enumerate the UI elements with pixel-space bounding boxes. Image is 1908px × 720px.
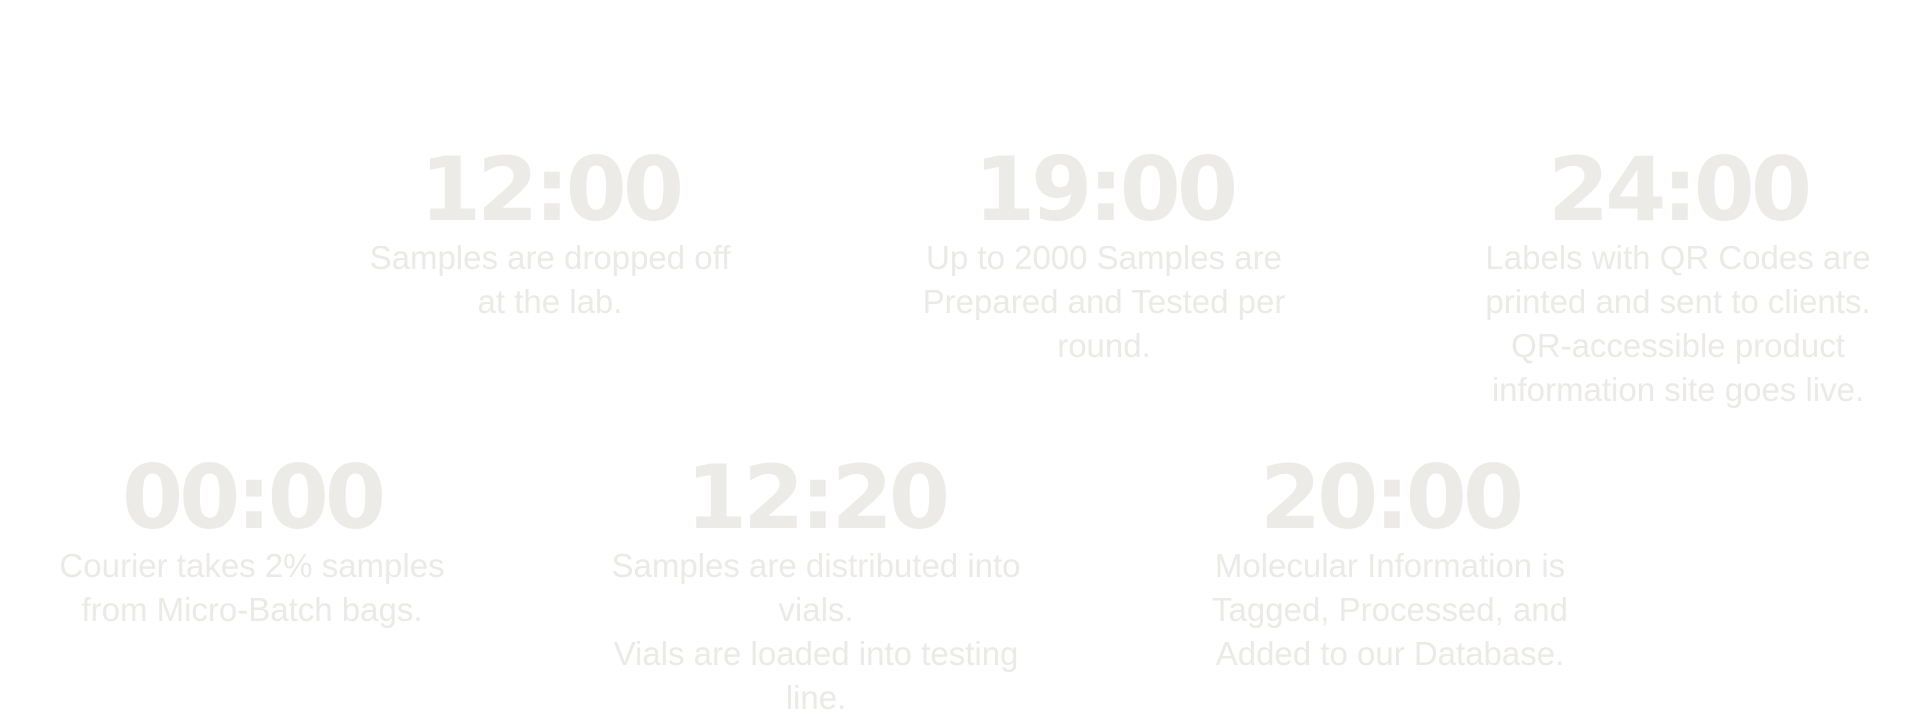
- step-description: Samples are dropped off at the lab.: [320, 236, 780, 324]
- step-description-line: Courier takes 2% samples: [59, 547, 445, 584]
- timeline-step-1900: 19:00 Up to 2000 Samples are Prepared an…: [874, 144, 1334, 368]
- step-description-line: Up to 2000 Samples are: [926, 239, 1282, 276]
- step-description: Molecular Information is Tagged, Process…: [1160, 544, 1620, 676]
- step-description-line: Molecular Information is: [1214, 547, 1566, 584]
- step-description-line: Samples are distributed into vials.: [611, 547, 1021, 628]
- step-time: 20:00: [1259, 446, 1524, 549]
- step-description: Samples are distributed into vials. Vial…: [586, 544, 1046, 720]
- step-description-line: Labels with QR Codes are: [1485, 239, 1871, 276]
- step-time: 00:00: [121, 446, 386, 549]
- timeline-step-1200: 12:00 Samples are dropped off at the lab…: [320, 144, 780, 324]
- step-time: 12:00: [419, 138, 684, 241]
- step-time: 19:00: [973, 138, 1238, 241]
- step-description-line: Tagged, Processed, and: [1212, 591, 1568, 628]
- step-description-line: printed and sent to clients.: [1485, 283, 1871, 320]
- step-description: Courier takes 2% samples from Micro-Batc…: [22, 544, 482, 632]
- step-description-line: Vials are loaded into testing line.: [613, 635, 1019, 716]
- step-description-line: at the lab.: [477, 283, 623, 320]
- step-description-line: information site goes live.: [1491, 371, 1865, 408]
- timeline-step-2000: 20:00 Molecular Information is Tagged, P…: [1160, 452, 1620, 676]
- step-description: Labels with QR Codes are printed and sen…: [1448, 236, 1908, 412]
- step-description-line: Added to our Database.: [1215, 635, 1565, 672]
- step-description-line: Samples are dropped off: [369, 239, 731, 276]
- step-time: 24:00: [1547, 138, 1812, 241]
- step-time: 12:20: [685, 446, 950, 549]
- timeline-step-0000: 00:00 Courier takes 2% samples from Micr…: [22, 452, 482, 632]
- step-description-line: QR-accessible product: [1511, 327, 1845, 364]
- timeline-step-1220: 12:20 Samples are distributed into vials…: [586, 452, 1046, 720]
- step-description-line: Prepared and Tested per round.: [922, 283, 1286, 364]
- step-description: Up to 2000 Samples are Prepared and Test…: [874, 236, 1334, 368]
- timeline-step-2400: 24:00 Labels with QR Codes are printed a…: [1448, 144, 1908, 412]
- step-description-line: from Micro-Batch bags.: [81, 591, 423, 628]
